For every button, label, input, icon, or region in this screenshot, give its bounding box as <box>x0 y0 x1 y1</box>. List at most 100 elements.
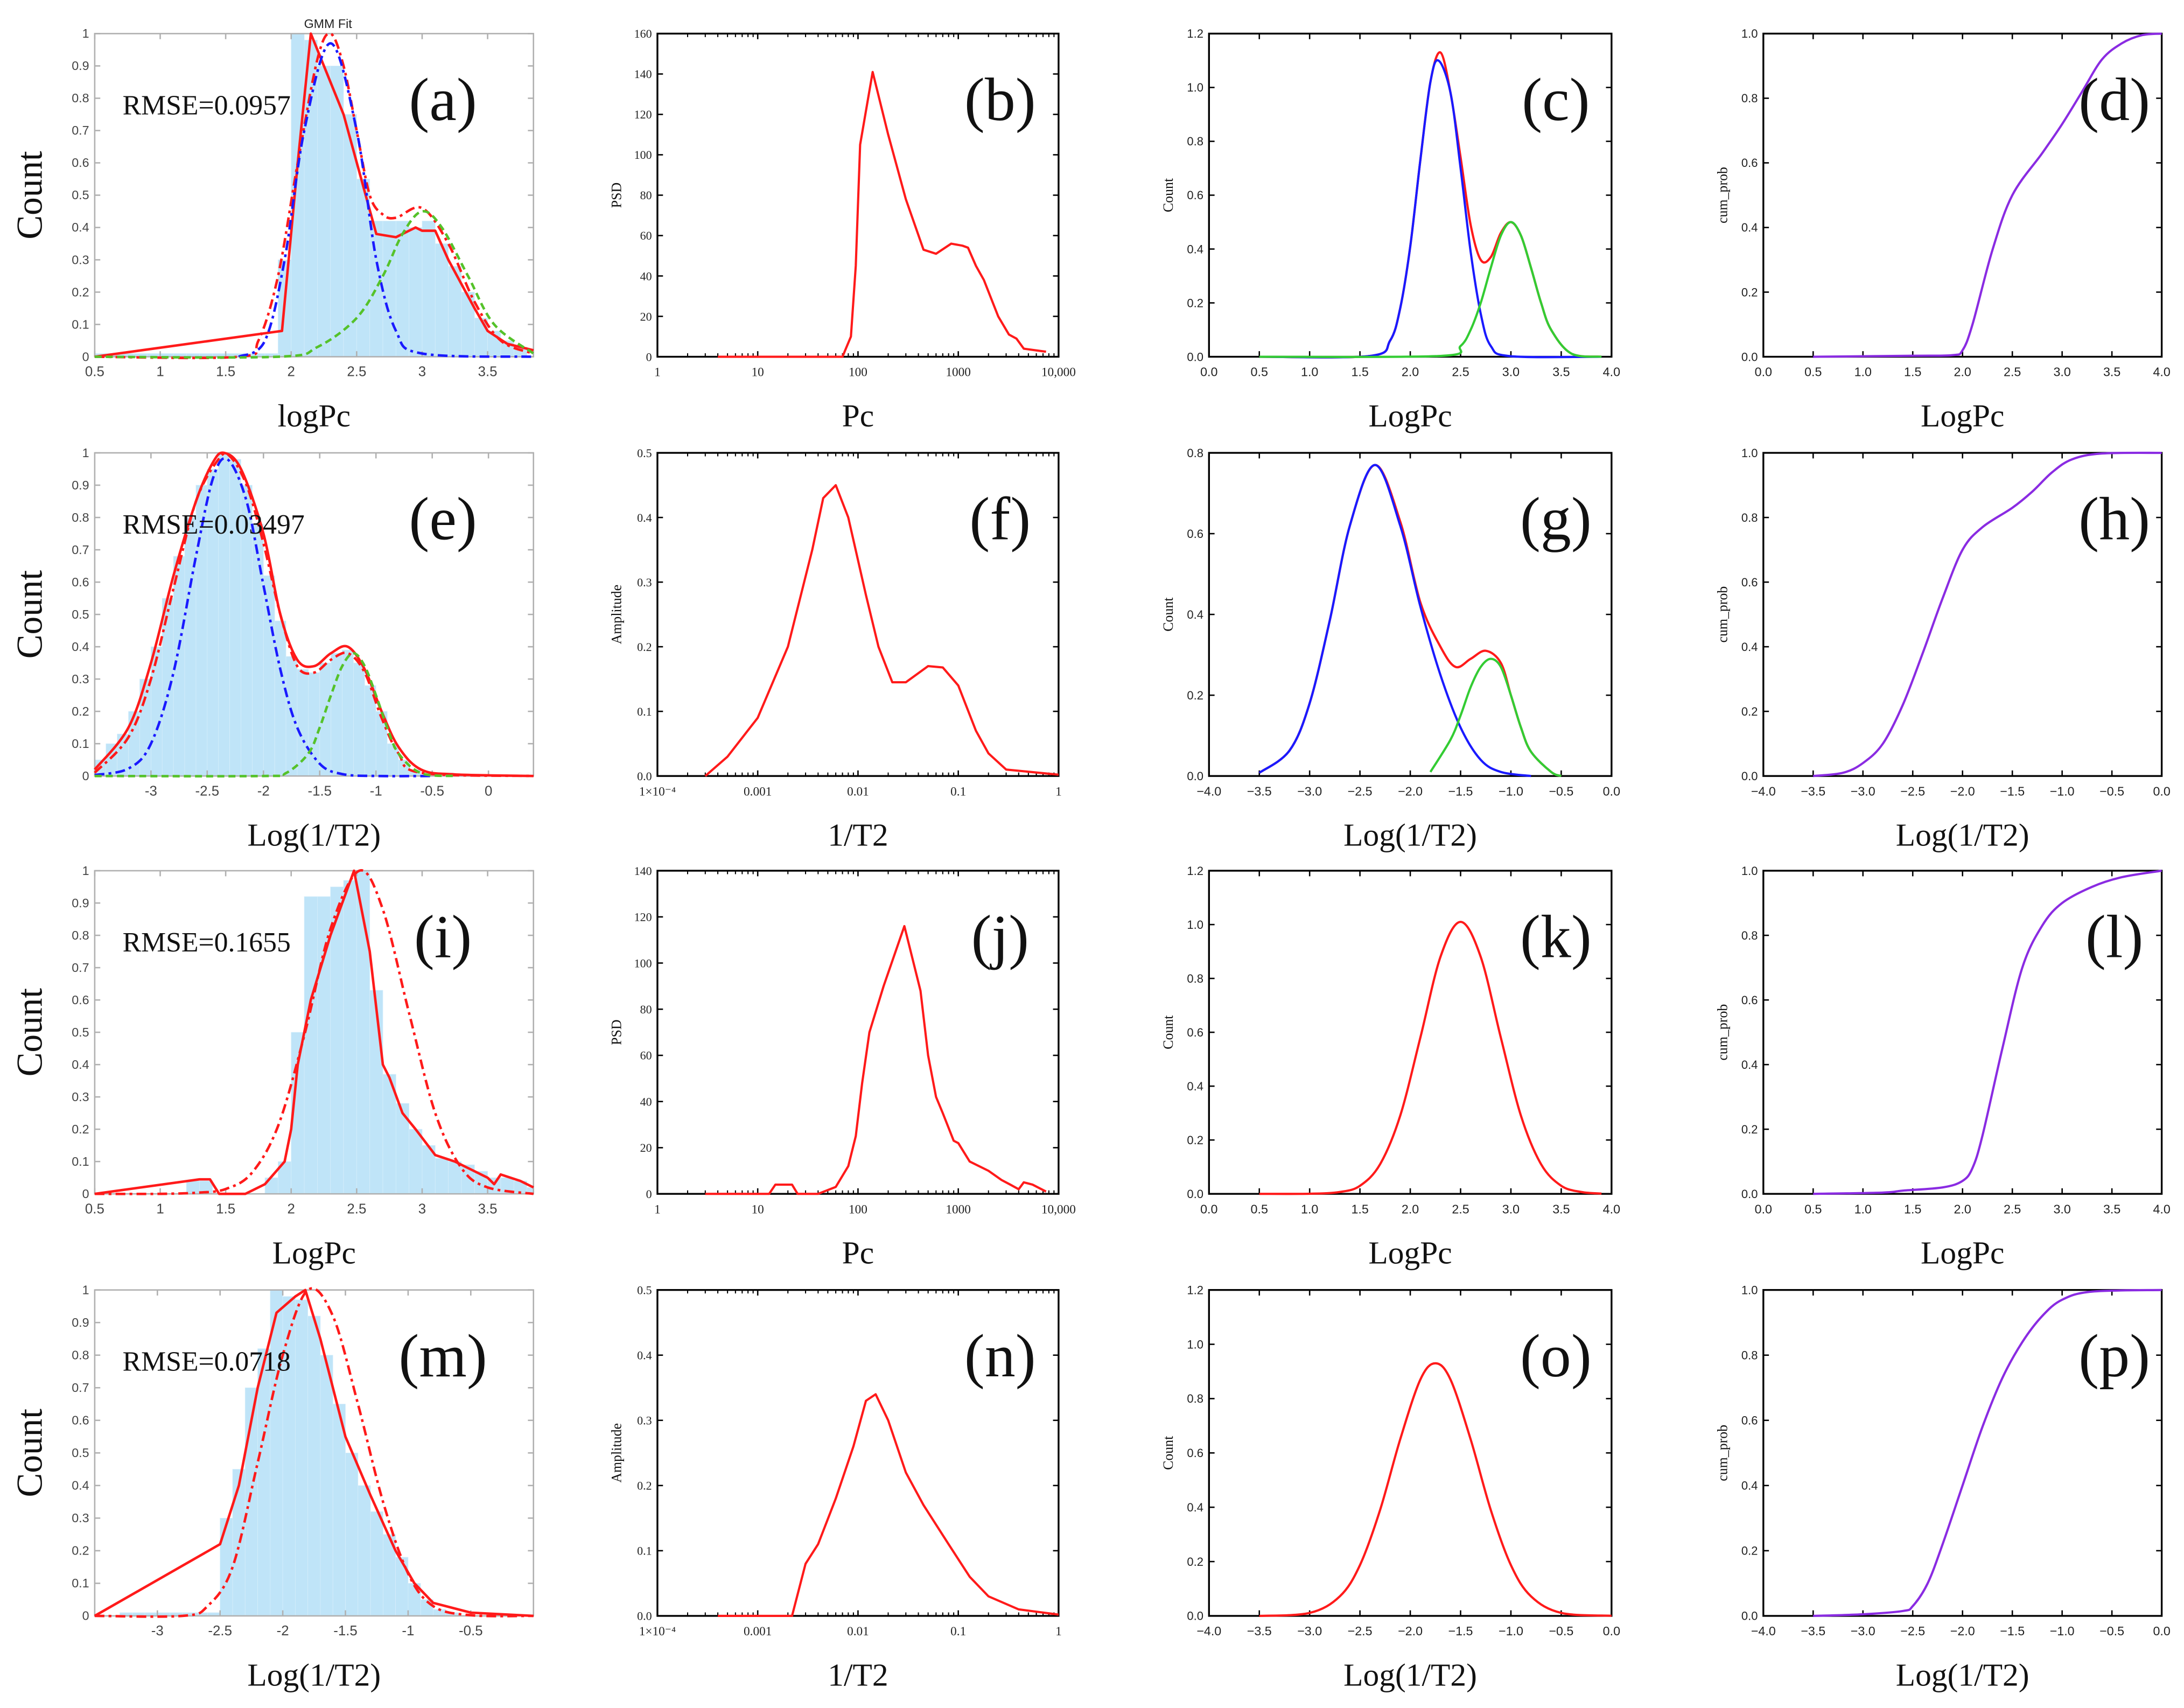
x-tick-label: 3.5 <box>478 365 498 380</box>
x-tick-label: −0.5 <box>2099 1624 2124 1638</box>
y-tick-label: 0.8 <box>1187 446 1203 460</box>
y-tick-label: 40 <box>640 269 652 283</box>
y-tick-label: 1.0 <box>1187 81 1203 94</box>
y-tick-label: 0.3 <box>72 1511 89 1525</box>
x-tick-label: 2.5 <box>2004 365 2021 379</box>
x-tick-label: −1.0 <box>1499 784 1523 798</box>
y-tick-label: 0.0 <box>1741 1609 1758 1623</box>
x-tick-label: 1 <box>156 1201 164 1216</box>
series-line-green-solid <box>1429 657 1562 778</box>
x-tick-label: 0.0 <box>1200 1202 1217 1216</box>
x-tick-label: −3.5 <box>1801 1624 1825 1638</box>
y-axis-label: cum_prob <box>1715 586 1731 643</box>
x-tick-label: 3.0 <box>1502 365 1520 379</box>
x-tick-label: −3.0 <box>1851 784 1875 798</box>
y-tick-label: 1.0 <box>1187 1338 1203 1351</box>
y-tick-label: 0.2 <box>637 1479 652 1493</box>
rmse-annotation: RMSE=0.03497 <box>123 509 305 540</box>
y-tick-label: 0.2 <box>1741 705 1758 718</box>
y-tick-label: 1 <box>82 26 89 40</box>
rmse-annotation: RMSE=0.0718 <box>123 1347 291 1377</box>
x-tick-label: 2.5 <box>1452 365 1469 379</box>
x-axis-label: 1/T2 <box>828 817 888 852</box>
series-line-blue-solid <box>1259 59 1602 359</box>
y-tick-label: 0.4 <box>1741 1479 1758 1493</box>
x-tick-label: 10 <box>752 1202 764 1216</box>
series-line-red-solid <box>1259 920 1602 1195</box>
rmse-annotation: RMSE=0.0957 <box>123 90 291 121</box>
histogram-bar <box>285 656 298 776</box>
y-tick-label: 0.2 <box>1741 1123 1758 1136</box>
y-tick-label: 20 <box>640 310 652 323</box>
y-tick-label: 80 <box>640 1003 652 1016</box>
x-tick-label: −4.0 <box>1751 1624 1776 1638</box>
histogram-bar <box>106 743 118 776</box>
x-tick-label: −4.0 <box>1751 784 1776 798</box>
x-tick-label: 2.5 <box>1452 1202 1469 1216</box>
series-line-purple-solid <box>1813 451 2162 778</box>
x-tick-label: −3.0 <box>1851 1624 1875 1638</box>
series-line-blue-solid <box>1258 464 1531 778</box>
y-tick-label: 0.0 <box>1187 350 1203 363</box>
y-tick-label: 0.4 <box>1741 221 1758 234</box>
histogram-bar <box>382 221 396 357</box>
chart-panel-k: 0.0 0.5 1.0 1.5 2.0 2.5 3.0 3.5 4.0 0.0 0.2 0.4 0.6 0… <box>1160 864 1620 1271</box>
series-line-green_dashed-dashed <box>94 210 535 359</box>
y-tick-label: 0.8 <box>1741 929 1758 942</box>
y-axis-label: PSD <box>609 183 625 208</box>
chart-panel-h: −4.0 −3.5 −3.0 −2.5 −2.0 −1.5 −1.0 −0.5 0.0 0.0 0.… <box>1715 446 2171 853</box>
y-tick-label: 0.6 <box>1741 156 1758 170</box>
panel-label: (b) <box>964 66 1036 134</box>
rmse-annotation: RMSE=0.1655 <box>123 927 291 958</box>
histogram-bar <box>398 759 410 776</box>
panel-label: (j) <box>971 902 1029 970</box>
x-tick-label: 1.5 <box>1904 365 1921 379</box>
x-tick-label: 1.0 <box>1854 1202 1872 1216</box>
x-tick-label: 0.5 <box>85 1201 104 1216</box>
chart-panel-i: 0.5 1 1.5 2 2.5 3 3.5 0 0.1 0.2 0.3 0.4 0.5 0.6 0.7 0.8… <box>10 864 535 1271</box>
y-tick-label: 0 <box>646 1187 652 1201</box>
histogram-bar <box>270 1290 283 1616</box>
x-tick-label: −1.5 <box>2000 1624 2025 1638</box>
x-tick-label: 3.0 <box>2053 365 2070 379</box>
y-tick-label: 60 <box>640 229 652 242</box>
histogram-bar <box>331 653 342 776</box>
histogram-bar <box>395 1557 409 1616</box>
y-tick-label: 0.2 <box>1741 1544 1758 1558</box>
x-axis-label: LogPc <box>1368 398 1452 433</box>
x-tick-label: −2.0 <box>1950 784 1975 798</box>
x-tick-label: −1.5 <box>1448 784 1473 798</box>
chart-title: GMM Fit <box>304 17 353 31</box>
histogram-bar <box>320 1355 333 1616</box>
x-tick-label: 4.0 <box>2153 365 2170 379</box>
chart-panel-p: −4.0 −3.5 −3.0 −2.5 −2.0 −1.5 −1.0 −0.5 0.0 0.0 0.… <box>1715 1283 2171 1692</box>
y-tick-label: 0.5 <box>72 607 89 621</box>
series-line-red-solid <box>1258 464 1562 778</box>
histogram-bar <box>330 66 344 357</box>
histogram-bar <box>307 1315 321 1616</box>
x-tick-label: 0.01 <box>847 1625 869 1639</box>
y-tick-label: 0.4 <box>72 220 89 234</box>
y-tick-label: 0.5 <box>72 1025 89 1039</box>
y-axis-label: Amplitude <box>609 1423 625 1483</box>
y-tick-label: 0.5 <box>637 1283 652 1297</box>
panel-label: (e) <box>409 485 477 552</box>
y-tick-label: 0.6 <box>72 156 89 170</box>
y-tick-label: 60 <box>640 1049 652 1062</box>
series-line-red-dashdot <box>94 32 534 360</box>
panel-label: (h) <box>2078 485 2150 552</box>
x-tick-label: 1000 <box>946 366 971 380</box>
y-axis-label: cum_prob <box>1715 167 1731 223</box>
y-tick-label: 0.8 <box>1187 972 1203 985</box>
y-tick-label: 140 <box>634 864 652 878</box>
y-tick-label: 0.8 <box>1187 135 1203 148</box>
chart-panel-e: -3 -2.5 -2 -1.5 -1 -0.5 0 0 0.1 0.2 0.3 0.4 0.5 0.6 0.… <box>10 446 535 852</box>
series-line-purple-solid <box>1813 1289 2162 1618</box>
x-tick-label: −2.5 <box>1348 1624 1373 1638</box>
y-tick-label: 0.9 <box>72 478 89 492</box>
series-line-red-solid <box>705 925 1047 1195</box>
y-tick-label: 0 <box>82 1187 89 1201</box>
histogram-bar <box>304 40 318 357</box>
histogram-bar <box>353 662 365 776</box>
